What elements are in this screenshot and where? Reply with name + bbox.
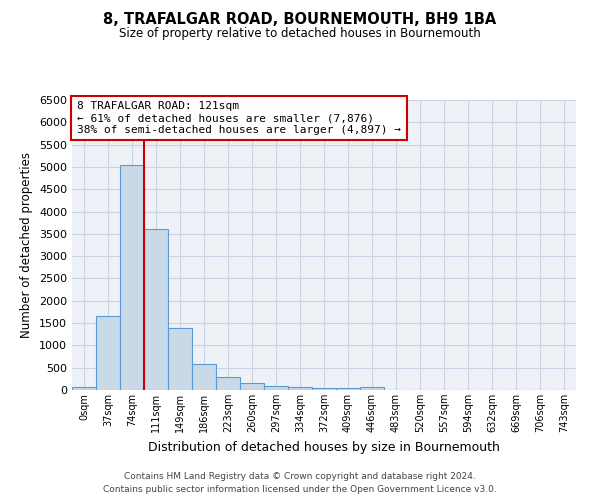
Bar bbox=[288, 388, 312, 390]
Y-axis label: Number of detached properties: Number of detached properties bbox=[20, 152, 34, 338]
Bar bbox=[264, 386, 288, 390]
Bar bbox=[216, 378, 240, 390]
Bar bbox=[192, 364, 216, 390]
Text: Contains public sector information licensed under the Open Government Licence v3: Contains public sector information licen… bbox=[103, 485, 497, 494]
Bar bbox=[240, 384, 264, 390]
Bar bbox=[336, 388, 360, 390]
Text: 8, TRAFALGAR ROAD, BOURNEMOUTH, BH9 1BA: 8, TRAFALGAR ROAD, BOURNEMOUTH, BH9 1BA bbox=[103, 12, 497, 28]
Bar bbox=[360, 387, 384, 390]
Text: Contains HM Land Registry data © Crown copyright and database right 2024.: Contains HM Land Registry data © Crown c… bbox=[124, 472, 476, 481]
Text: Size of property relative to detached houses in Bournemouth: Size of property relative to detached ho… bbox=[119, 28, 481, 40]
Bar bbox=[120, 164, 144, 390]
Bar bbox=[312, 388, 336, 390]
Text: 8 TRAFALGAR ROAD: 121sqm
← 61% of detached houses are smaller (7,876)
38% of sem: 8 TRAFALGAR ROAD: 121sqm ← 61% of detach… bbox=[77, 102, 401, 134]
Bar bbox=[96, 316, 120, 390]
X-axis label: Distribution of detached houses by size in Bournemouth: Distribution of detached houses by size … bbox=[148, 440, 500, 454]
Bar bbox=[72, 387, 96, 390]
Bar bbox=[168, 328, 192, 390]
Bar bbox=[144, 230, 168, 390]
